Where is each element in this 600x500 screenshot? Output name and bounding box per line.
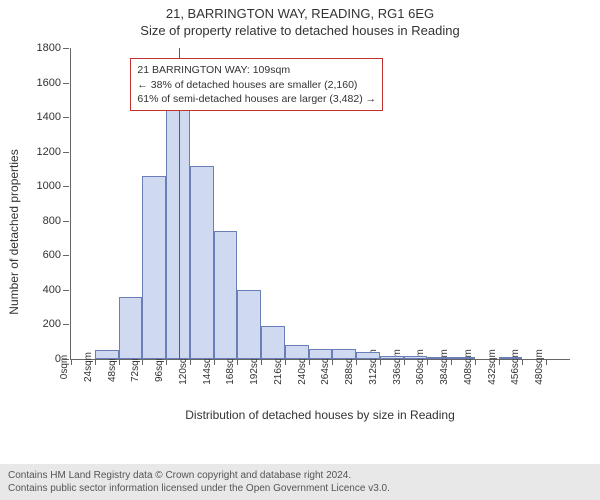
- x-tick: [451, 359, 452, 365]
- x-tick: [356, 359, 357, 365]
- y-tick: [63, 290, 69, 291]
- footer-line-1: Contains HM Land Registry data © Crown c…: [8, 469, 592, 482]
- x-tick: [237, 359, 238, 365]
- histogram-bar: [237, 290, 261, 359]
- x-tick-label: 480sqm: [534, 349, 545, 385]
- x-tick-label: 432sqm: [487, 349, 498, 385]
- histogram-bar: [190, 166, 214, 360]
- histogram-bar: [451, 357, 475, 359]
- footer: Contains HM Land Registry data © Crown c…: [0, 464, 600, 500]
- x-tick: [427, 359, 428, 365]
- y-tick: [63, 186, 69, 187]
- histogram-bar: [285, 345, 309, 359]
- y-tick: [63, 48, 69, 49]
- y-tick: [63, 324, 69, 325]
- x-tick: [119, 359, 120, 365]
- x-tick: [71, 359, 72, 365]
- x-tick: [475, 359, 476, 365]
- x-tick: [214, 359, 215, 365]
- histogram-bar: [95, 350, 119, 359]
- y-tick-label: 1800: [37, 42, 61, 54]
- y-tick-label: 1200: [37, 146, 61, 158]
- annotation-line: ← 38% of detached houses are smaller (2,…: [137, 78, 376, 92]
- x-tick: [546, 359, 547, 365]
- x-tick: [309, 359, 310, 365]
- x-tick: [332, 359, 333, 365]
- x-tick-label: 408sqm: [463, 349, 474, 385]
- annotation-box: 21 BARRINGTON WAY: 109sqm← 38% of detach…: [130, 58, 383, 111]
- x-tick: [261, 359, 262, 365]
- histogram-bar: [356, 352, 380, 359]
- x-tick-label: 0sqm: [59, 355, 70, 379]
- y-tick: [63, 152, 69, 153]
- x-tick: [166, 359, 167, 365]
- y-tick-label: 1400: [37, 111, 61, 123]
- y-tick-label: 800: [43, 215, 61, 227]
- x-tick-label: 24sqm: [83, 352, 94, 382]
- histogram-bar: [380, 356, 404, 359]
- annotation-line: 61% of semi-detached houses are larger (…: [137, 92, 376, 106]
- y-tick: [63, 117, 69, 118]
- y-tick-label: 600: [43, 249, 61, 261]
- x-tick: [95, 359, 96, 365]
- x-tick: [190, 359, 191, 365]
- y-tick-label: 1600: [37, 77, 61, 89]
- footer-line-2: Contains public sector information licen…: [8, 482, 592, 495]
- x-tick: [499, 359, 500, 365]
- x-tick-label: 360sqm: [415, 349, 426, 385]
- x-axis-label: Distribution of detached houses by size …: [70, 408, 570, 422]
- y-tick: [63, 221, 69, 222]
- x-tick: [522, 359, 523, 365]
- histogram-bar: [119, 297, 143, 359]
- y-tick: [63, 255, 69, 256]
- histogram-bar: [499, 357, 523, 359]
- y-tick-label: 200: [43, 318, 61, 330]
- x-tick-label: 456sqm: [510, 349, 521, 385]
- histogram-bar: [142, 176, 166, 359]
- x-tick: [142, 359, 143, 365]
- plot-area: 0200400600800100012001400160018000sqm24s…: [70, 48, 570, 360]
- x-tick-label: 384sqm: [439, 349, 450, 385]
- histogram-bar: [214, 231, 238, 359]
- histogram-bar: [332, 349, 356, 359]
- chart-container: 21, BARRINGTON WAY, READING, RG1 6EG Siz…: [0, 0, 600, 500]
- y-axis-label: Number of detached properties: [7, 149, 21, 314]
- chart-area: Number of detached properties 0200400600…: [20, 44, 580, 420]
- x-tick-label: 336sqm: [392, 349, 403, 385]
- histogram-bar: [309, 349, 333, 359]
- title-line-2: Size of property relative to detached ho…: [0, 21, 600, 42]
- histogram-bar: [261, 326, 285, 359]
- y-tick-label: 1000: [37, 180, 61, 192]
- y-tick-label: 400: [43, 284, 61, 296]
- annotation-line: 21 BARRINGTON WAY: 109sqm: [137, 63, 376, 77]
- x-tick: [380, 359, 381, 365]
- histogram-bar: [427, 357, 451, 359]
- x-tick: [404, 359, 405, 365]
- x-tick: [285, 359, 286, 365]
- histogram-bar: [404, 356, 428, 359]
- y-tick: [63, 83, 69, 84]
- title-line-1: 21, BARRINGTON WAY, READING, RG1 6EG: [0, 0, 600, 21]
